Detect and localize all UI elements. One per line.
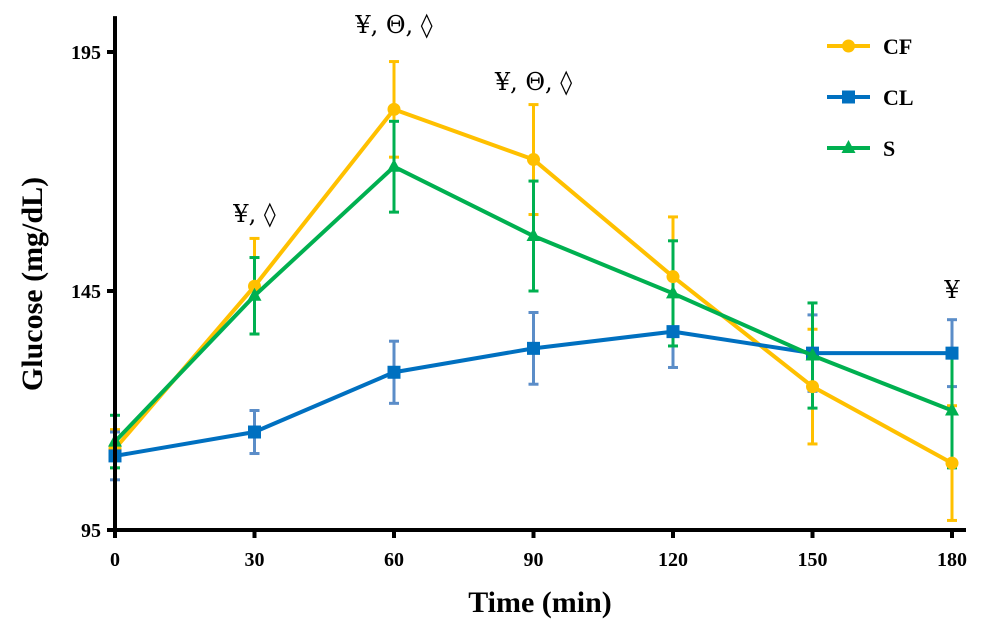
- series-layer: [108, 60, 959, 522]
- data-point: [666, 325, 680, 339]
- legend-label: S: [883, 136, 895, 161]
- x-tick-label: 30: [245, 549, 265, 571]
- legend-marker: [841, 140, 856, 153]
- data-point: [526, 228, 541, 242]
- x-tick-label: 150: [798, 549, 828, 571]
- x-axis-title: Time (min): [468, 586, 612, 619]
- legend-item-cl: CL: [827, 85, 914, 110]
- data-point: [247, 287, 262, 301]
- legend-label: CF: [883, 34, 912, 59]
- x-tick-label: 90: [524, 549, 544, 571]
- significance-annotation: ¥, Θ, ◊: [494, 68, 572, 96]
- data-point: [945, 346, 959, 360]
- data-point: [527, 153, 540, 167]
- significance-annotation: ¥, ◊: [232, 200, 276, 228]
- y-tick-label: 195: [71, 42, 101, 64]
- x-tick-label: 60: [384, 549, 404, 571]
- series-cl: [108, 325, 959, 463]
- legend-item-cf: CF: [827, 34, 912, 59]
- data-point: [806, 380, 819, 394]
- legend-item-s: S: [827, 136, 895, 161]
- data-point: [945, 456, 959, 470]
- y-tick-label: 95: [81, 520, 101, 542]
- data-point: [387, 102, 401, 116]
- legend-label: CL: [883, 85, 914, 110]
- data-point: [666, 285, 680, 299]
- significance-annotation: ¥: [943, 276, 960, 304]
- data-point: [387, 158, 401, 172]
- data-point: [805, 347, 820, 361]
- data-point: [527, 341, 540, 355]
- legend-marker: [842, 39, 855, 53]
- data-point: [387, 365, 401, 379]
- annotations-layer: ¥, ◊ ¥, Θ, ◊ ¥, Θ, ◊ ¥: [232, 11, 960, 304]
- legend: CF CL S: [827, 34, 914, 161]
- data-point: [248, 425, 261, 439]
- legend-marker: [842, 90, 855, 104]
- x-tick-label: 180: [937, 549, 967, 571]
- y-axis-title: Glucose (mg/dL): [16, 177, 49, 391]
- data-point: [666, 270, 680, 284]
- data-point: [945, 402, 959, 416]
- y-tick-label: 145: [71, 281, 101, 303]
- series-cl-errorbars: [110, 294, 957, 482]
- x-tick-label: 120: [658, 549, 688, 571]
- series-s: [108, 158, 959, 447]
- ticks-layer: 95 145 195 0 30 60 90 120 150 180: [71, 42, 967, 571]
- data-point: [248, 279, 261, 293]
- x-tick-label: 0: [110, 549, 120, 571]
- significance-annotation: ¥, Θ, ◊: [354, 11, 432, 39]
